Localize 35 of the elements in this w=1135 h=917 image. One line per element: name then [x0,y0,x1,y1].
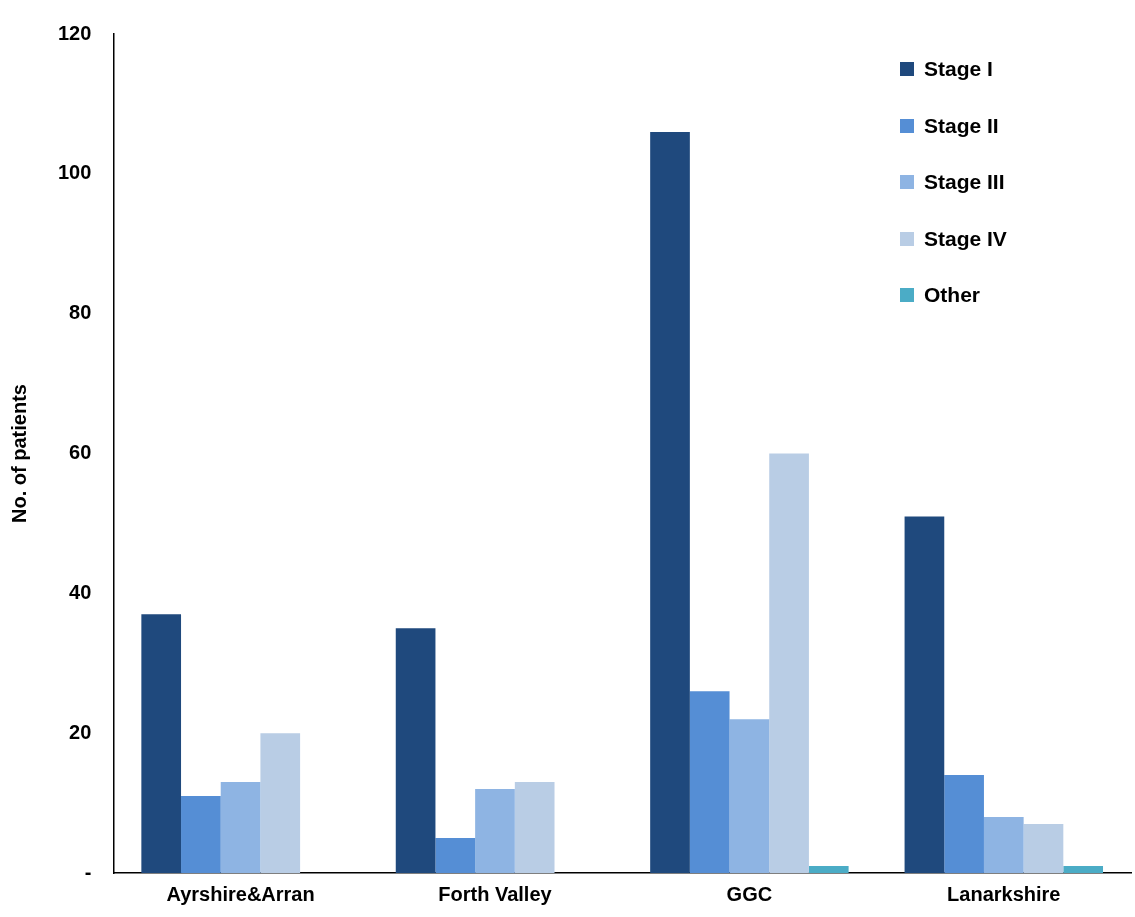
bar [1063,866,1104,873]
bar [1023,824,1064,873]
bar [650,131,690,873]
bar [514,782,555,873]
bar [141,614,182,873]
y-tick-label: 40 [69,580,92,603]
y-tick-label: 100 [57,161,92,184]
y-axis-title: No. of patients [7,384,30,523]
legend-label: Stage I [924,57,993,81]
bar [260,733,301,873]
bar [395,628,436,873]
x-tick-label: Lanarkshire [947,882,1061,905]
y-tick-label: 60 [69,441,92,464]
y-tick-label: 20 [69,720,92,743]
bar [181,796,221,873]
legend-label: Stage II [924,113,999,138]
x-tick-label: Ayrshire&Arran [166,882,315,905]
x-tick-label: Forth Valley [438,882,553,905]
y-tick-label: 120 [57,21,92,44]
bar [689,691,730,873]
y-tick-label: - [84,860,92,883]
legend-label: Other [924,283,981,307]
bar [475,789,515,873]
x-tick-label: GGC [726,882,773,905]
bar [220,782,261,873]
bar [983,817,1024,873]
bar [808,866,849,873]
legend-label: Stage III [924,170,1005,194]
bar [904,516,945,873]
bar [729,719,770,873]
legend-label: Stage IV [924,226,1007,251]
bar [435,838,476,873]
bar [944,775,984,873]
y-tick-label: 80 [69,301,92,324]
bar [769,453,809,873]
